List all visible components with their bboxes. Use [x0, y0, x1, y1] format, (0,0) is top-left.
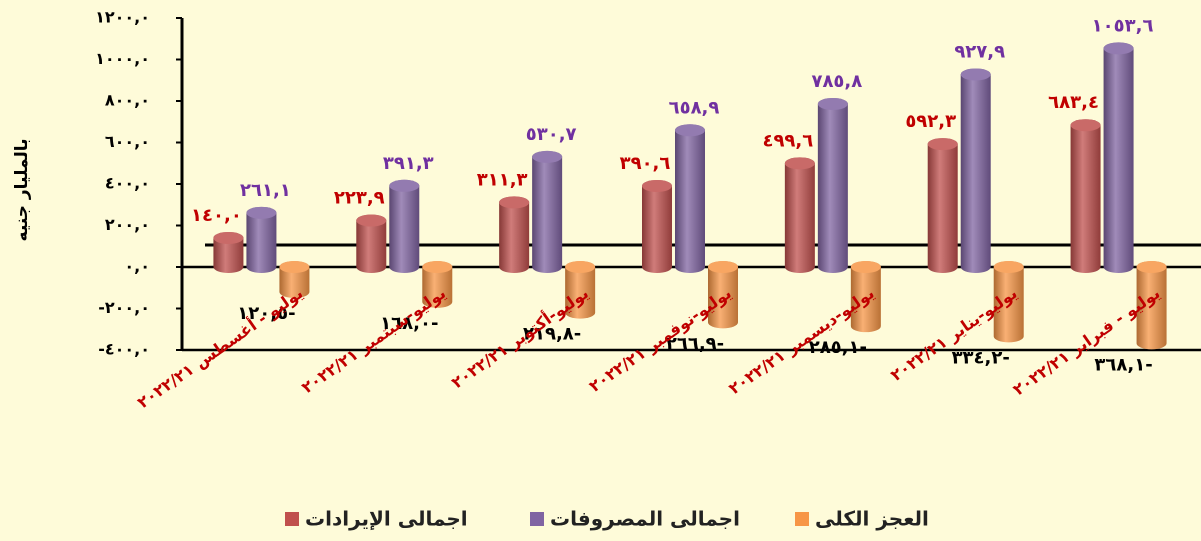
- y-axis-label: بالمليار جنيه: [12, 139, 32, 242]
- value-label: ٥٩٢,٣: [905, 111, 956, 132]
- value-label: ٣٩١,٣: [383, 153, 434, 174]
- bar-cap: [960, 68, 991, 81]
- bar-cap: [817, 97, 848, 110]
- bar: [1136, 261, 1167, 350]
- bar-cap: [708, 261, 738, 273]
- bar: [246, 206, 277, 273]
- legend-swatch: [795, 512, 809, 526]
- bar-cap: [1103, 42, 1134, 55]
- bar-cap: [1136, 261, 1167, 273]
- bar-cap: [389, 179, 420, 192]
- bar-cap: [642, 179, 672, 192]
- bar-cap: [213, 231, 244, 244]
- value-label: ٣١١,٣: [477, 169, 528, 190]
- bar: [642, 179, 672, 273]
- value-label: ١٦٨,٠-: [380, 313, 438, 334]
- bar: [850, 261, 881, 333]
- legend-label: اجمالى المصروفات: [550, 507, 740, 531]
- bar-cap: [422, 261, 453, 273]
- bar-cap: [675, 124, 705, 137]
- bar: [993, 261, 1024, 343]
- bar-cap: [499, 196, 530, 209]
- bar: [532, 150, 563, 273]
- y-tick-label: ٨٠٠,٠: [105, 91, 150, 110]
- bar-cap: [279, 261, 310, 273]
- bar-cap: [993, 261, 1024, 273]
- bar-cap: [1070, 119, 1101, 132]
- bar: [960, 68, 991, 273]
- value-label: ٩٢٧,٩: [954, 41, 1005, 62]
- value-label: ٢٦٦,٩-: [666, 333, 724, 354]
- bar-cap: [565, 261, 596, 273]
- legend-swatch: [285, 512, 299, 526]
- bar-cap: [784, 157, 815, 170]
- y-tick-label: ٤٠٠,٠: [105, 174, 150, 193]
- value-label: ٢١٩,٨-: [523, 324, 581, 345]
- bar-cap: [532, 150, 563, 163]
- bar: [389, 179, 420, 273]
- bar: [1103, 42, 1134, 274]
- value-label: ٦٨٣,٤: [1048, 92, 1099, 113]
- value-label: ٣٩٠,٦: [620, 153, 671, 174]
- y-tick-label: -٢٠٠,٠: [98, 298, 150, 317]
- y-tick-label: ١٠٠٠,٠: [95, 49, 150, 68]
- bar-cap: [356, 214, 387, 227]
- value-label: ٤٩٩,٦: [762, 130, 813, 151]
- bar: [675, 124, 705, 273]
- bar: [784, 157, 815, 273]
- y-tick-label: ٠,٠: [124, 257, 150, 276]
- y-tick-label: ٢٠٠,٠: [105, 215, 150, 234]
- y-tick-label: ٦٠٠,٠: [105, 132, 150, 151]
- value-label: ٢٢٣,٩: [334, 188, 385, 209]
- bar-cap: [850, 261, 881, 273]
- value-label: ١٤٠,٠: [191, 205, 242, 226]
- bar: [708, 261, 738, 329]
- value-label: ٣٦٨,١-: [1094, 354, 1152, 375]
- y-tick-label: -٤٠٠,٠: [98, 340, 150, 359]
- bar: [356, 214, 387, 273]
- legend-label: اجمالى الإيرادات: [305, 507, 468, 531]
- bar: [817, 97, 848, 273]
- value-label: ٣٣٤,٢-: [952, 347, 1010, 368]
- value-label: ٢٦١,١: [240, 180, 291, 201]
- value-label: ٦٥٨,٩: [669, 97, 720, 118]
- bar: [499, 196, 530, 273]
- bar-cap: [246, 206, 277, 219]
- bar: [1070, 119, 1101, 273]
- bar: [422, 261, 453, 308]
- bar: [927, 138, 958, 273]
- value-label: ١٠٥٣,٦: [1092, 15, 1154, 36]
- value-label: ٧٨٥,٨: [811, 71, 862, 92]
- y-tick-label: ١٢٠٠,٠: [95, 8, 150, 27]
- bar-cap: [927, 138, 958, 151]
- legend-label: العجز الكلى: [815, 507, 929, 531]
- value-label: ٥٣٠,٧: [526, 124, 577, 145]
- legend-swatch: [530, 512, 544, 526]
- value-label: ١٢٠,٥-: [237, 303, 295, 324]
- bar: [565, 261, 596, 319]
- value-label: ٢٨٥,١-: [809, 337, 867, 358]
